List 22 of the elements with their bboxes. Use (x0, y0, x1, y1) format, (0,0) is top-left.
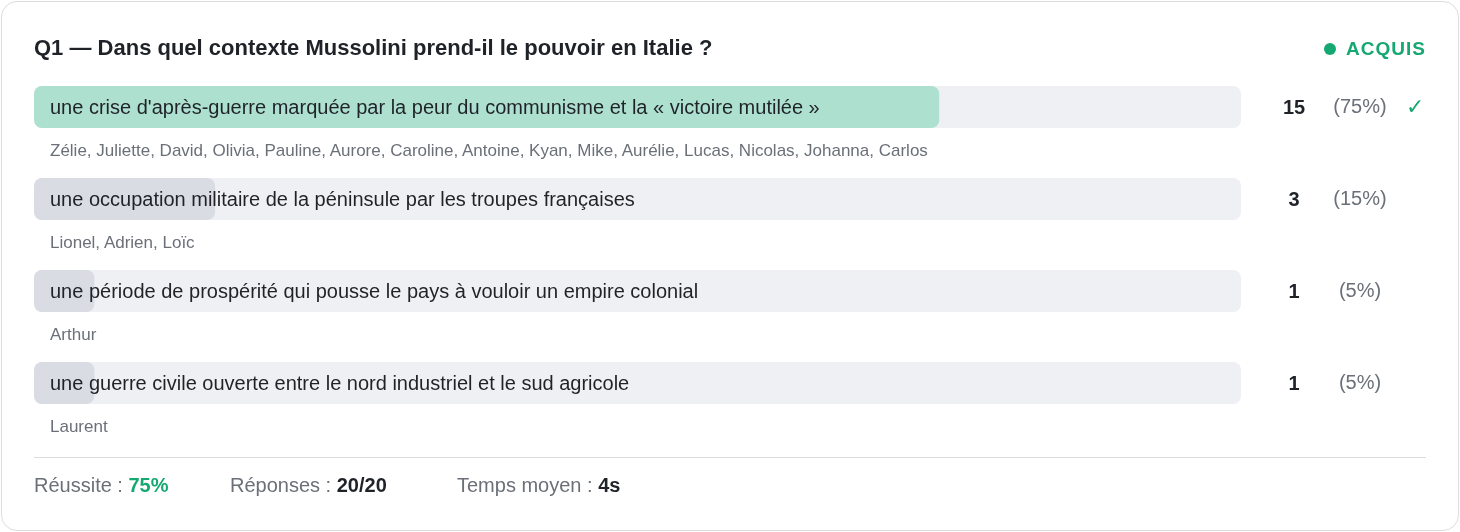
text: ✓ (1406, 94, 1424, 120)
text: Réponses : 20/20 (230, 474, 387, 497)
annotation: Arthur (50, 325, 97, 345)
annotation: Lionel, Adrien, Loïc (50, 233, 195, 253)
text: (5%) (1337, 371, 1383, 394)
y-tick-label: une guerre civile ouverte entre le nord industriel et le sud agricole (50, 372, 630, 394)
chart-title: Q1 — Dans quel contexte Mussolini prend-il le pouvoir en Italie ? (34, 35, 713, 61)
y-tick-label: une période de prospérité qui pousse le pays à vouloir un empire colonial (50, 280, 699, 302)
text: (15%) (1332, 187, 1388, 210)
data-label: 1 (1288, 280, 1300, 302)
text: Temps moyen : 4s (457, 474, 621, 497)
data-label: 1 (1288, 372, 1300, 394)
annotation: Zélie, Juliette, David, Olivia, Pauline, Aurore, Caroline, Antoine, Kyan, Mike, Aurélie, Lucas, Nicolas, Johanna, Carlos (50, 141, 928, 161)
text: Réussite : 75% (34, 474, 169, 497)
text: (5%) (1337, 279, 1383, 302)
annotation: Laurent (50, 417, 108, 437)
data-label: 3 (1288, 188, 1300, 210)
y-tick-label: une occupation militaire de la péninsule par les troupes françaises (50, 188, 635, 210)
text: ACQUIS (1346, 38, 1426, 60)
y-tick-label: une crise d'après-guerre marquée par la peur du communisme et la « victoire mutilée » (50, 96, 820, 118)
data-label: 15 (1282, 96, 1306, 118)
text: (75%) (1333, 95, 1387, 117)
